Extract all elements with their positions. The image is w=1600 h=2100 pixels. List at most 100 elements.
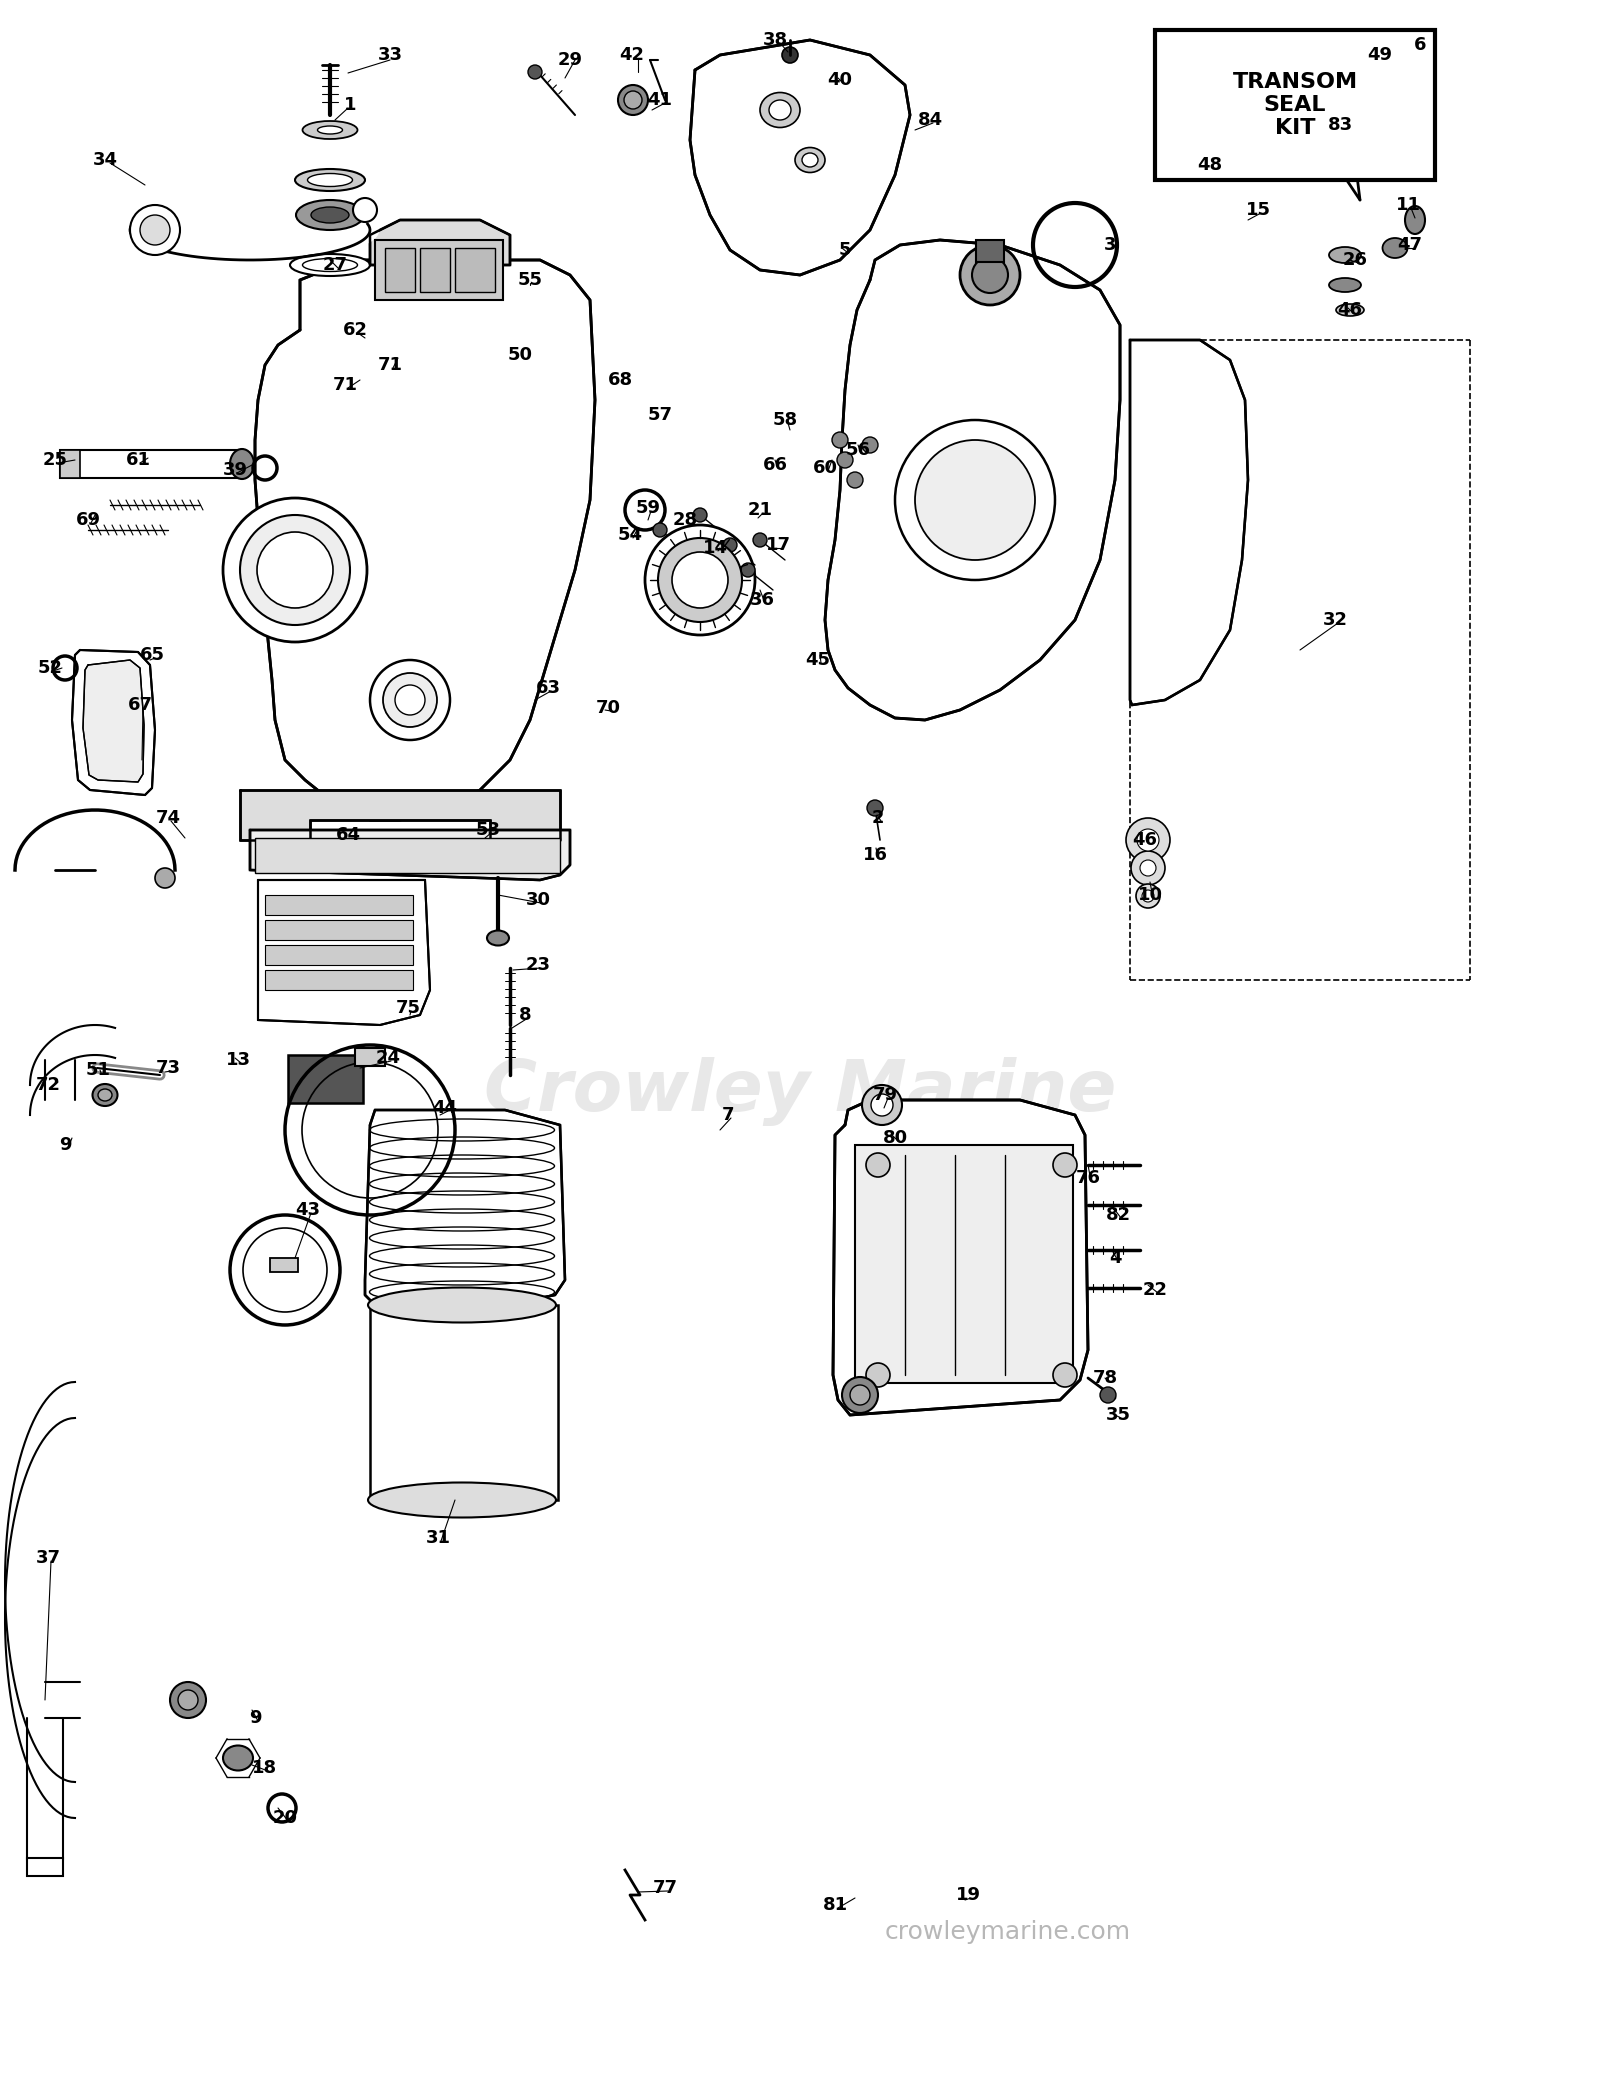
Ellipse shape (98, 1090, 112, 1100)
Text: 71: 71 (378, 357, 403, 374)
Ellipse shape (307, 174, 352, 187)
Circle shape (395, 685, 426, 714)
Text: 22: 22 (1142, 1281, 1168, 1300)
Bar (370, 1304, 558, 1499)
Text: 34: 34 (93, 151, 117, 168)
Text: 59: 59 (635, 500, 661, 517)
Circle shape (382, 672, 437, 727)
Text: 46: 46 (1338, 300, 1363, 319)
Bar (61, 449, 80, 479)
Circle shape (258, 531, 333, 609)
Circle shape (1053, 1363, 1077, 1386)
Bar (266, 895, 413, 916)
Text: 18: 18 (253, 1760, 277, 1777)
Ellipse shape (1382, 237, 1408, 258)
Polygon shape (72, 651, 155, 796)
Ellipse shape (93, 1084, 117, 1107)
Text: 38: 38 (763, 32, 787, 48)
Text: 51: 51 (85, 1060, 110, 1079)
Circle shape (130, 206, 179, 254)
Text: 84: 84 (917, 111, 942, 128)
Text: 26: 26 (1342, 252, 1368, 269)
Ellipse shape (1330, 248, 1362, 262)
Ellipse shape (760, 92, 800, 128)
Circle shape (1126, 819, 1170, 861)
Circle shape (741, 563, 755, 578)
Text: 57: 57 (648, 405, 672, 424)
Circle shape (240, 514, 350, 626)
Text: 5: 5 (838, 242, 851, 258)
Text: 39: 39 (222, 462, 248, 479)
Text: 48: 48 (1197, 155, 1222, 174)
Text: 45: 45 (805, 651, 830, 670)
Circle shape (672, 552, 728, 609)
Circle shape (850, 1386, 870, 1405)
Circle shape (178, 1690, 198, 1709)
Text: 66: 66 (763, 456, 787, 475)
Circle shape (653, 523, 667, 538)
Text: 47: 47 (1397, 235, 1422, 254)
Circle shape (862, 1086, 902, 1126)
Text: 15: 15 (1245, 202, 1270, 218)
Text: 69: 69 (75, 510, 101, 529)
Text: 20: 20 (272, 1808, 298, 1827)
Circle shape (973, 256, 1008, 294)
Text: 70: 70 (595, 699, 621, 716)
Text: 65: 65 (139, 647, 165, 664)
Circle shape (658, 538, 742, 622)
Text: 41: 41 (648, 90, 672, 109)
Polygon shape (690, 40, 910, 275)
Bar (374, 239, 502, 300)
Circle shape (1142, 890, 1154, 903)
Text: 32: 32 (1323, 611, 1347, 630)
Text: 13: 13 (226, 1050, 251, 1069)
Circle shape (1101, 1386, 1117, 1403)
Text: 11: 11 (1395, 195, 1421, 214)
Text: 60: 60 (813, 460, 837, 477)
Ellipse shape (222, 1745, 253, 1770)
Ellipse shape (795, 147, 826, 172)
Text: TRANSOM
SEAL
KIT: TRANSOM SEAL KIT (1232, 71, 1357, 139)
Ellipse shape (230, 449, 254, 479)
Bar (386, 248, 414, 292)
Bar (976, 239, 1005, 262)
Text: 83: 83 (1328, 116, 1352, 134)
Text: 27: 27 (323, 256, 347, 273)
Circle shape (915, 441, 1035, 561)
Text: 71: 71 (333, 376, 357, 395)
Bar (454, 248, 494, 292)
Circle shape (1138, 830, 1158, 850)
Circle shape (1053, 1153, 1077, 1176)
Text: 37: 37 (35, 1550, 61, 1567)
Circle shape (370, 659, 450, 739)
Text: 43: 43 (296, 1201, 320, 1218)
Circle shape (862, 437, 878, 454)
Text: 74: 74 (155, 808, 181, 827)
Circle shape (782, 46, 798, 63)
Text: Crowley Marine: Crowley Marine (483, 1058, 1117, 1126)
Ellipse shape (618, 84, 648, 116)
Bar (61, 449, 240, 479)
Ellipse shape (290, 254, 370, 275)
Text: 62: 62 (342, 321, 368, 338)
Bar (854, 1144, 1074, 1384)
Circle shape (870, 1094, 893, 1115)
Circle shape (960, 246, 1021, 304)
Text: 42: 42 (619, 46, 645, 63)
Circle shape (837, 452, 853, 468)
Text: 28: 28 (672, 510, 698, 529)
Text: 52: 52 (37, 659, 62, 676)
Text: 76: 76 (1075, 1170, 1101, 1186)
Polygon shape (258, 880, 430, 1025)
Text: 44: 44 (432, 1098, 458, 1117)
Circle shape (354, 197, 378, 223)
Ellipse shape (294, 168, 365, 191)
Circle shape (866, 1363, 890, 1386)
Text: 30: 30 (525, 890, 550, 909)
Text: 77: 77 (653, 1880, 677, 1896)
Ellipse shape (368, 1287, 557, 1323)
Circle shape (1136, 884, 1160, 907)
Bar (1155, 29, 1435, 181)
Text: 35: 35 (1106, 1407, 1131, 1424)
Text: 6: 6 (1414, 36, 1426, 55)
